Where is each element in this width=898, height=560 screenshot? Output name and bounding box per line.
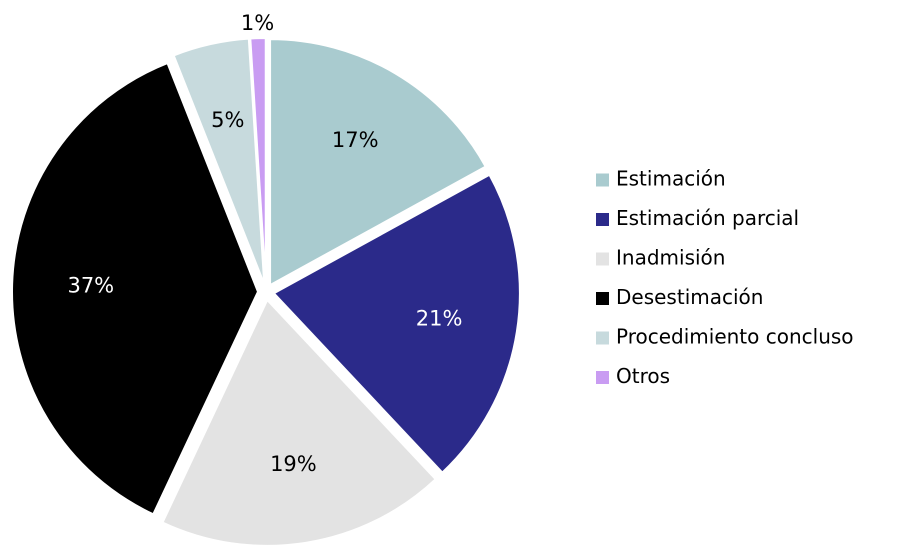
legend-label-estimacion-parcial: Estimación parcial bbox=[616, 206, 799, 230]
legend-label-otros: Otros bbox=[616, 364, 670, 388]
pie-slice-estimacion-parcial bbox=[272, 173, 521, 474]
legend-swatch-inadmision bbox=[596, 252, 609, 266]
pie-slice-labels: 17% 21% 19% 37% 5% 1% bbox=[67, 11, 462, 476]
slice-label-otros: 1% bbox=[241, 11, 274, 35]
legend-label-estimacion: Estimación bbox=[616, 167, 726, 191]
legend-swatch-otros bbox=[596, 371, 609, 384]
pie-slice-estimacion bbox=[269, 38, 488, 287]
slice-label-estimacion: 17% bbox=[332, 128, 379, 152]
chart-legend: Estimación Estimación parcial Inadmisión De… bbox=[596, 167, 854, 388]
legend-label-desestimacion: Desestimación bbox=[616, 285, 763, 309]
legend-swatch-procedimiento-concluso bbox=[596, 331, 609, 345]
pie-slice-procedimiento-concluso bbox=[172, 37, 266, 285]
legend-swatch-estimacion bbox=[596, 173, 609, 187]
pie-slice-otros bbox=[249, 37, 267, 285]
pie-slice-inadmision bbox=[161, 298, 438, 547]
pie-slices bbox=[11, 37, 521, 547]
legend-label-inadmision: Inadmisión bbox=[616, 246, 725, 270]
pie-slice-desestimacion bbox=[11, 61, 260, 516]
legend-swatch-desestimacion bbox=[596, 292, 609, 305]
legend-label-procedimiento-concluso: Procedimiento concluso bbox=[616, 325, 854, 349]
slice-label-procedimiento-concluso: 5% bbox=[211, 108, 244, 132]
slice-label-desestimacion: 37% bbox=[67, 273, 114, 297]
slice-label-estimacion-parcial: 21% bbox=[416, 306, 463, 330]
slice-label-inadmision: 19% bbox=[270, 452, 317, 476]
legend-swatch-estimacion-parcial bbox=[596, 213, 609, 226]
